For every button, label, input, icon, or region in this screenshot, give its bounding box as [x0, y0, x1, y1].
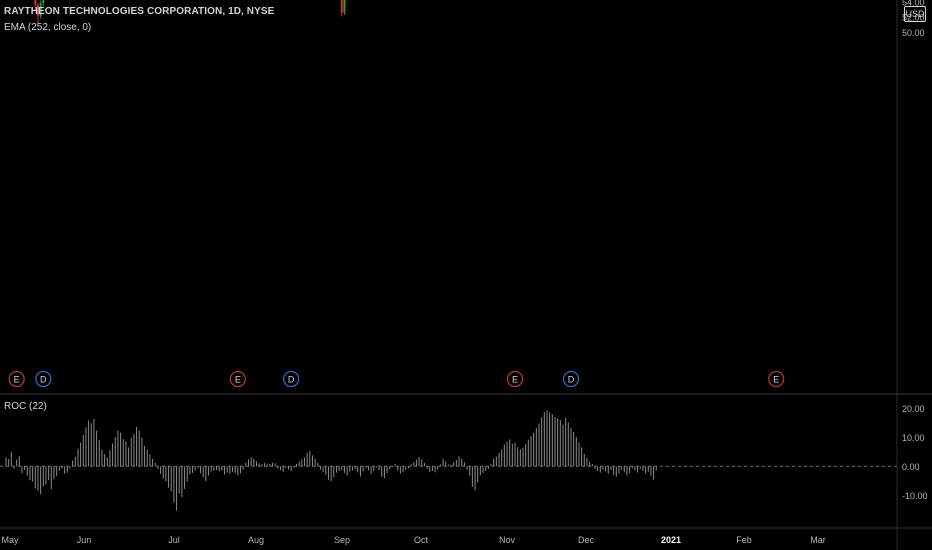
roc-pane [0, 410, 897, 511]
event-marker-label: D [568, 375, 575, 385]
time-tick-label: Jun [77, 535, 92, 545]
roc-tick-label: 10.00 [902, 433, 925, 443]
roc-tick-label: -10.00 [902, 491, 928, 501]
roc-bars [5, 410, 657, 511]
candle-body [343, 0, 346, 13]
candle[interactable] [39, 0, 42, 19]
time-tick-label: Oct [414, 535, 429, 545]
ema-legend[interactable]: EMA (252, close, 0) [4, 22, 92, 33]
price-tick-label: 50.00 [902, 28, 925, 38]
time-tick-label: Mar [810, 535, 826, 545]
time-tick-label: Nov [499, 535, 516, 545]
time-tick-label: May [1, 535, 19, 545]
event-marker-label: D [40, 375, 47, 385]
candle[interactable] [36, 2, 39, 24]
time-tick-label: 2021 [661, 535, 681, 545]
time-tick-label: Sep [334, 535, 350, 545]
dividend-marker[interactable]: D [283, 370, 300, 388]
earnings-marker[interactable]: E [8, 370, 25, 388]
candles [34, 0, 348, 24]
dividend-marker[interactable]: D [562, 370, 580, 388]
time-tick-label: Aug [248, 535, 264, 545]
time-tick-label: Dec [578, 535, 595, 545]
roc-tick-label: 20.00 [902, 404, 925, 414]
currency-button[interactable]: USD [904, 6, 926, 22]
time-tick-label: Feb [736, 535, 752, 545]
event-marker-ring [35, 370, 52, 388]
event-marker-ring [506, 370, 524, 388]
candle[interactable] [34, 0, 37, 9]
event-marker-ring [229, 370, 246, 388]
event-marker-ring [768, 370, 785, 388]
candle[interactable] [42, 0, 45, 6]
candle-body [340, 0, 343, 13]
event-marker-ring [283, 370, 300, 388]
time-tick-label: Jul [168, 535, 180, 545]
price-tick-label: 52.00 [902, 13, 925, 23]
candle[interactable] [343, 0, 346, 15]
candle-body [34, 0, 37, 6]
candle-body [42, 0, 45, 3]
event-marker-ring [8, 370, 25, 388]
event-marker-ring [562, 370, 580, 388]
event-marker-label: E [773, 375, 779, 385]
roc-tick-label: 0.00 [902, 462, 920, 472]
candle[interactable] [340, 0, 343, 17]
event-marker-label: E [512, 375, 518, 385]
event-marker-label: E [14, 375, 20, 385]
chart-title: RAYTHEON TECHNOLOGIES CORPORATION, 1D, N… [4, 6, 275, 17]
roc-legend[interactable]: ROC (22) [4, 401, 47, 412]
event-marker-label: D [288, 375, 295, 385]
dividend-marker[interactable]: D [35, 370, 52, 388]
event-marker-label: E [235, 375, 241, 385]
earnings-marker[interactable]: E [768, 370, 785, 388]
candle-body [39, 2, 42, 16]
price-tick-label: 54.00 [902, 0, 925, 8]
candle-body [36, 5, 39, 16]
earnings-marker[interactable]: E [506, 370, 524, 388]
earnings-marker[interactable]: E [229, 370, 246, 388]
